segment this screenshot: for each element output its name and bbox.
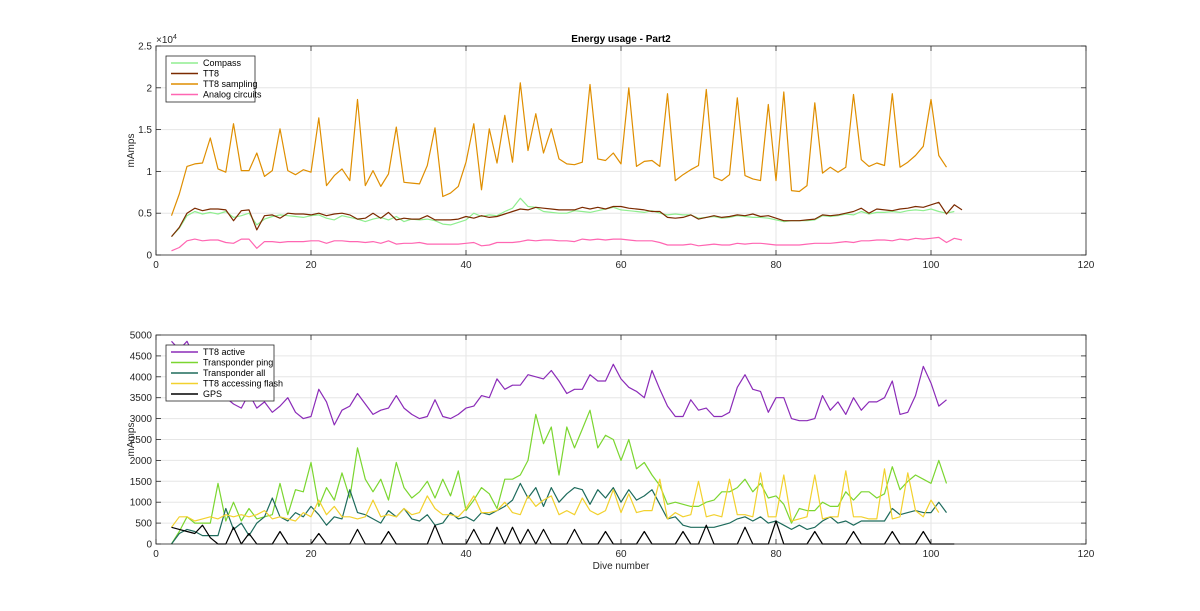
- bottom-plot-axes: 0 20 40 60 80 100 120 0 500 1000 1500 2000 2500 3000 3…: [126, 331, 1095, 573]
- legend-entry: TT8: [203, 69, 219, 79]
- y-tick-label: 2: [146, 83, 152, 94]
- y-exponent-label: ×104: [156, 34, 177, 46]
- y-tick-label: 1: [146, 167, 152, 178]
- x-tick-label: 80: [770, 549, 782, 560]
- y-tick-label: 0.5: [138, 209, 152, 220]
- x-tick-label: 120: [1078, 260, 1095, 271]
- y-tick-label: 2.5: [138, 42, 152, 53]
- series-line-transponder-ping: [170, 409, 948, 545]
- series-line-analog-circuits: [171, 236, 963, 252]
- x-tick-label: 80: [770, 260, 782, 271]
- y-exponent-power: 4: [173, 34, 177, 41]
- top-plot-axes: 0 20 40 60 80 100 120 0 0.5 1 1.5 2 2.5 ×104 Energy us…: [126, 34, 1095, 271]
- y-tick-label: 4000: [130, 372, 153, 383]
- y-tick-label: 0: [146, 540, 152, 551]
- x-tick-label: 120: [1078, 549, 1095, 560]
- y-tick-label: 5000: [130, 331, 153, 342]
- y-tick-label: 2500: [130, 435, 153, 446]
- y-axis-label: mAmps: [126, 134, 137, 168]
- y-tick-label: 500: [135, 519, 152, 530]
- y-axis-label: mAmps: [126, 423, 137, 457]
- x-tick-label: 20: [305, 260, 317, 271]
- y-tick-label: 2000: [130, 456, 153, 467]
- x-tick-label: 0: [153, 549, 159, 560]
- y-tick-label: 0: [146, 251, 152, 262]
- x-tick-label: 100: [923, 260, 940, 271]
- x-axis-label: Dive number: [593, 561, 650, 572]
- series-line-tt8: [171, 201, 963, 237]
- y-tick-label: 1500: [130, 477, 153, 488]
- series-line-tt8-sampling: [170, 82, 948, 216]
- y-tick-label: 3500: [130, 393, 153, 404]
- x-tick-label: 0: [153, 260, 159, 271]
- legend-entry: TT8 sampling: [203, 79, 258, 89]
- x-tick-label: 60: [615, 260, 627, 271]
- y-tick-label: 1000: [130, 498, 153, 509]
- legend-entry: Transponder all: [203, 368, 265, 378]
- y-tick-label: 1.5: [138, 125, 152, 136]
- x-tick-label: 40: [460, 260, 472, 271]
- x-tick-label: 100: [923, 549, 940, 560]
- y-tick-label: 4500: [130, 351, 153, 362]
- series-line-tt8-accessing-flash: [171, 468, 940, 528]
- series-line-tt8-active: [171, 340, 947, 426]
- legend-entry: TT8 active: [203, 347, 245, 357]
- legend-entry: Analog circuits: [203, 90, 262, 100]
- series-line-compass: [171, 197, 955, 238]
- y-tick-label: 3000: [130, 414, 153, 425]
- legend-entry: TT8 accessing flash: [203, 379, 283, 389]
- legend-entry: Transponder ping: [203, 358, 273, 368]
- chart-title: Energy usage - Part2: [571, 34, 671, 45]
- x-tick-label: 40: [460, 549, 472, 560]
- x-tick-label: 60: [615, 549, 627, 560]
- x-tick-label: 20: [305, 549, 317, 560]
- legend-entry: GPS: [203, 389, 222, 399]
- legend-entry: Compass: [203, 58, 242, 68]
